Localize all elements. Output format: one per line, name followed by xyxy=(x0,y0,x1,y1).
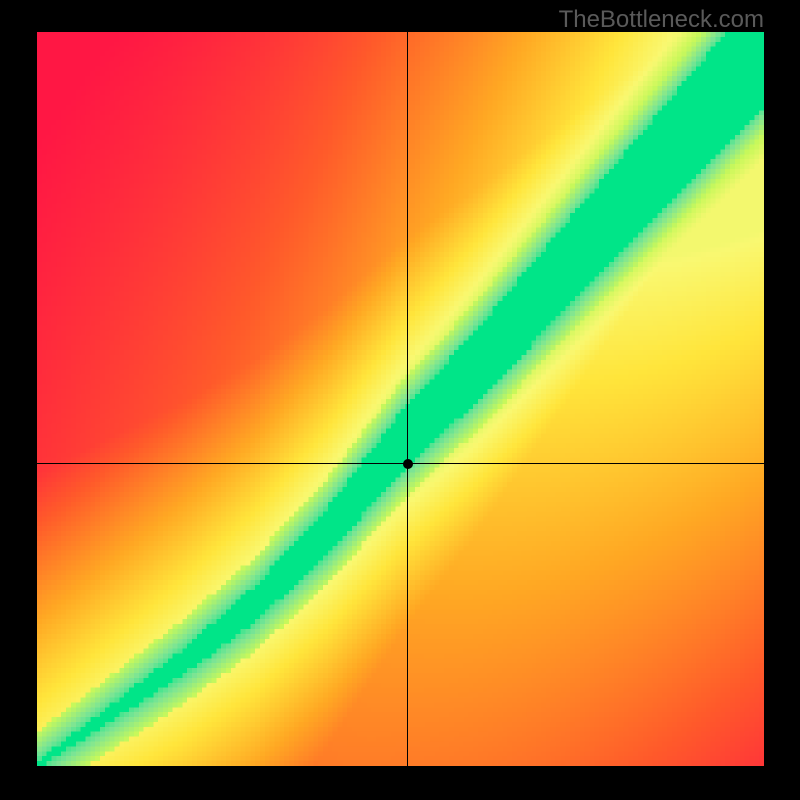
crosshair-marker xyxy=(403,459,413,469)
heatmap-canvas xyxy=(37,32,764,766)
bottleneck-heatmap xyxy=(37,32,764,766)
watermark-text: TheBottleneck.com xyxy=(559,6,764,34)
crosshair-vertical xyxy=(407,32,408,766)
crosshair-horizontal xyxy=(37,463,764,464)
